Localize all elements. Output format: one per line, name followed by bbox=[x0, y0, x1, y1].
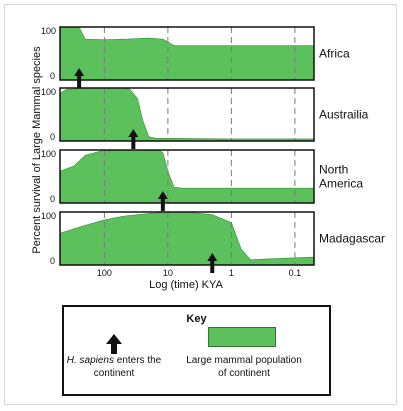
ytick-100-madagascar: 100 bbox=[41, 211, 56, 221]
figure-frame bbox=[4, 4, 397, 405]
arrival-arrow-australia bbox=[128, 129, 139, 149]
arrival-arrow-north-america bbox=[157, 191, 168, 211]
ytick-0-africa: 0 bbox=[50, 71, 55, 81]
key-box: Key H. sapiens enters the continent Larg… bbox=[62, 305, 331, 396]
survival-area-madagascar bbox=[59, 211, 315, 266]
continent-label-madagascar: Madagascar bbox=[319, 232, 385, 246]
continent-label-africa: Africa bbox=[319, 47, 350, 61]
arrival-arrow-africa bbox=[74, 68, 85, 88]
key-arrow-species: H. sapiens bbox=[66, 355, 114, 366]
ytick-100-north-america: 100 bbox=[41, 149, 56, 159]
continent-label-north-america-0: North bbox=[319, 163, 348, 177]
survival-area-africa bbox=[59, 26, 315, 81]
xtick-label-2: 1 bbox=[229, 268, 234, 278]
ytick-100-australia: 100 bbox=[41, 87, 56, 97]
key-title: Key bbox=[186, 313, 207, 325]
survival-area-australia bbox=[59, 87, 315, 142]
panel-frame-australia bbox=[59, 87, 315, 142]
continent-label-north-america-1: America bbox=[319, 177, 363, 191]
ytick-100-africa: 100 bbox=[41, 26, 56, 36]
key-arrow-rest: enters the continent bbox=[93, 355, 162, 379]
ytick-0-madagascar: 0 bbox=[50, 256, 55, 266]
arrival-arrow-madagascar bbox=[207, 253, 218, 273]
xtick-label-3: 0.1 bbox=[289, 268, 302, 278]
continent-label-australia: Austrailia bbox=[319, 108, 369, 122]
panel-frame-africa bbox=[59, 26, 315, 81]
arrow-icon bbox=[106, 334, 122, 354]
xtick-label-1: 10 bbox=[163, 268, 173, 278]
key-green-swatch bbox=[208, 327, 276, 347]
ytick-0-north-america: 0 bbox=[50, 194, 55, 204]
x-axis-label: Log (time) KYA bbox=[149, 279, 223, 291]
survival-area-north-america bbox=[59, 149, 315, 204]
panel-frame-north-america bbox=[59, 149, 315, 204]
y-axis-label: Percent survival of Large Mammal species bbox=[31, 46, 43, 254]
panel-frame-madagascar bbox=[59, 211, 315, 266]
key-arrow-label: H. sapiens enters the continent bbox=[66, 354, 162, 380]
key-swatch-label: Large mammal population of continent bbox=[186, 355, 302, 379]
xtick-label-0: 100 bbox=[97, 268, 112, 278]
ytick-0-australia: 0 bbox=[50, 132, 55, 142]
